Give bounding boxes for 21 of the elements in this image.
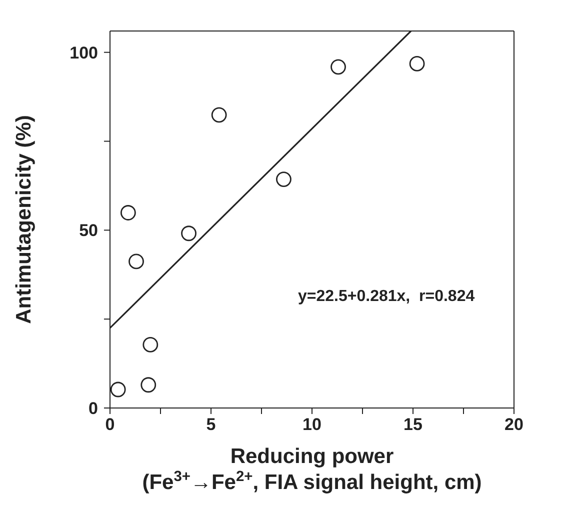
point bbox=[120, 205, 136, 220]
y-axis-title: Antimutagenicity (%) bbox=[12, 115, 36, 324]
x-tick-label: 10 bbox=[302, 415, 322, 434]
y-tick-label: 100 bbox=[70, 43, 98, 62]
x-tick-label: 15 bbox=[404, 415, 422, 434]
y-tick-label: 50 bbox=[79, 221, 98, 240]
text: Reducing power (Fe$^{3+}$→Fe$^{2+}$, FIA signal height, cm) bbox=[142, 445, 482, 494]
point bbox=[409, 56, 425, 72]
point bbox=[330, 59, 346, 75]
point bbox=[142, 336, 158, 352]
point bbox=[181, 226, 196, 242]
x-tick-label: 5 bbox=[206, 415, 216, 434]
point bbox=[140, 377, 156, 393]
point bbox=[128, 254, 144, 270]
point bbox=[110, 382, 126, 398]
x-tick-label: 20 bbox=[504, 415, 524, 434]
point bbox=[211, 107, 227, 123]
y-tick-label: 0 bbox=[88, 399, 98, 418]
annotation: y=22.5+0.281x, r=0.824 bbox=[298, 288, 475, 306]
x-tick-label: 0 bbox=[105, 415, 115, 434]
point bbox=[276, 172, 292, 188]
